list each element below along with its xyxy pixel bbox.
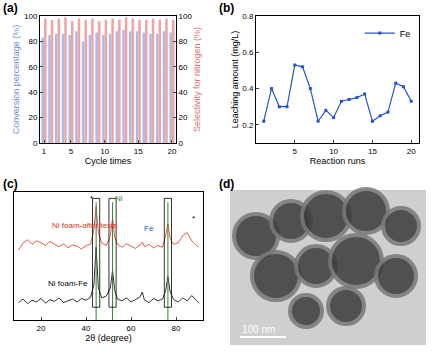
svg-text:Cycle times: Cycle times <box>85 156 132 166</box>
svg-text:20: 20 <box>37 324 46 333</box>
html-text:(a): (a) <box>3 1 18 15</box>
svg-text:20: 20 <box>407 147 416 156</box>
svg-text:Fe: Fe <box>144 224 154 233</box>
svg-text:40: 40 <box>82 324 91 333</box>
svg-text:80: 80 <box>179 37 188 46</box>
svg-text:80: 80 <box>172 324 181 333</box>
svg-text:Conversion percentage (%): Conversion percentage (%) <box>11 25 21 135</box>
svg-text:20: 20 <box>179 113 188 122</box>
svg-text:10: 10 <box>100 147 109 156</box>
svg-text:Fe: Fe <box>400 29 411 39</box>
svg-text:Reaction runs: Reaction runs <box>310 156 366 166</box>
svg-text:15: 15 <box>368 147 377 156</box>
svg-text:0.6: 0.6 <box>242 48 254 57</box>
svg-text:0.2: 0.2 <box>242 121 254 130</box>
svg-text:20: 20 <box>28 113 37 122</box>
html-text:(b): (b) <box>219 1 235 15</box>
svg-text:60: 60 <box>127 324 136 333</box>
svg-text:Leaching amount (mg/L): Leaching amount (mg/L) <box>230 31 240 129</box>
svg-text:10: 10 <box>329 147 338 156</box>
svg-text:15: 15 <box>134 147 143 156</box>
svg-text:Selectivity for nitrogen (%): Selectivity for nitrogen (%) <box>192 27 202 132</box>
svg-text:80: 80 <box>28 37 37 46</box>
svg-text:5: 5 <box>69 147 74 156</box>
svg-text:*: * <box>90 194 93 203</box>
svg-text:40: 40 <box>179 88 188 97</box>
svg-text:1: 1 <box>42 147 47 156</box>
svg-text:60: 60 <box>28 63 37 72</box>
svg-text:60: 60 <box>179 63 188 72</box>
svg-text:100 nm: 100 nm <box>242 324 275 335</box>
svg-text:0: 0 <box>179 139 184 148</box>
svg-text:100: 100 <box>24 12 38 21</box>
svg-text:Ni foam-after tests: Ni foam-after tests <box>52 221 117 230</box>
svg-text:100: 100 <box>179 12 193 21</box>
svg-text:0.8: 0.8 <box>242 12 254 21</box>
svg-text:5: 5 <box>293 147 298 156</box>
svg-text:0.4: 0.4 <box>242 84 254 93</box>
svg-text:Ni: Ni <box>115 194 123 203</box>
html-text:(c): (c) <box>3 177 18 191</box>
svg-text:*: * <box>192 214 195 223</box>
svg-text:2θ (degree): 2θ (degree) <box>85 333 132 343</box>
html-text:(d): (d) <box>219 177 235 191</box>
svg-text:Ni foam-Fe: Ni foam-Fe <box>48 279 88 288</box>
svg-text:0: 0 <box>33 139 38 148</box>
svg-text:20: 20 <box>168 147 177 156</box>
svg-text:40: 40 <box>28 88 37 97</box>
